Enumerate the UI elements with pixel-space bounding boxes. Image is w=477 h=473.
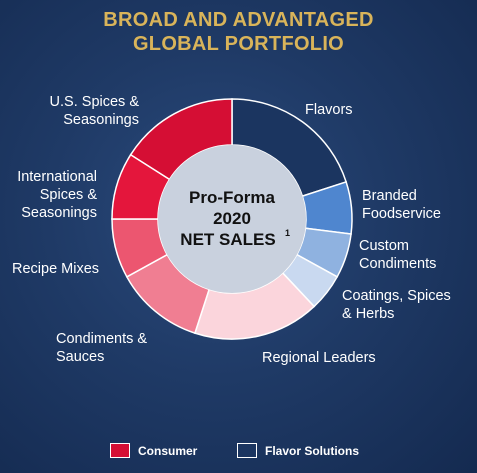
- title-line-1: BROAD AND ADVANTAGED: [103, 9, 374, 31]
- legend: Consumer Flavor Solutions: [0, 443, 477, 465]
- label-regional-leaders: Regional Leaders: [262, 350, 376, 366]
- label-branded-foodservice: Branded Foodservice: [362, 188, 441, 222]
- legend-label-consumer: Consumer: [138, 443, 198, 458]
- legend-swatch-consumer: [110, 443, 130, 458]
- chart-title: BROAD AND ADVANTAGED GLOBAL PORTFOLIO: [0, 8, 477, 56]
- center-disc: [158, 145, 306, 293]
- label-custom-condiments: Custom Condiments: [359, 238, 436, 272]
- label-international-spices-seasonings: International Spices & Seasonings: [17, 169, 97, 221]
- center-label-footnote: 1: [285, 228, 290, 238]
- legend-item-flavor-solutions: Flavor Solutions: [237, 443, 359, 458]
- label-condiments-sauces: Condiments & Sauces: [56, 331, 147, 365]
- label-flavors: Flavors: [305, 102, 353, 118]
- center-label-line-1: Pro-Forma: [189, 188, 276, 207]
- label-recipe-mixes: Recipe Mixes: [12, 261, 99, 277]
- legend-swatch-flavor-solutions: [237, 443, 257, 458]
- legend-label-flavor-solutions: Flavor Solutions: [265, 443, 360, 458]
- center-label-line-3: NET SALES: [180, 230, 275, 249]
- label-u-s-spices-seasonings: U.S. Spices & Seasonings: [50, 94, 140, 128]
- title-line-2: GLOBAL PORTFOLIO: [132, 33, 345, 55]
- center-label-line-2: 2020: [213, 209, 251, 228]
- legend-item-consumer: Consumer: [110, 443, 197, 458]
- label-coatings-spices-herbs: Coatings, Spices & Herbs: [342, 288, 451, 322]
- slice-labels: Flavors Branded Foodservice Custom Condiment…: [12, 94, 451, 366]
